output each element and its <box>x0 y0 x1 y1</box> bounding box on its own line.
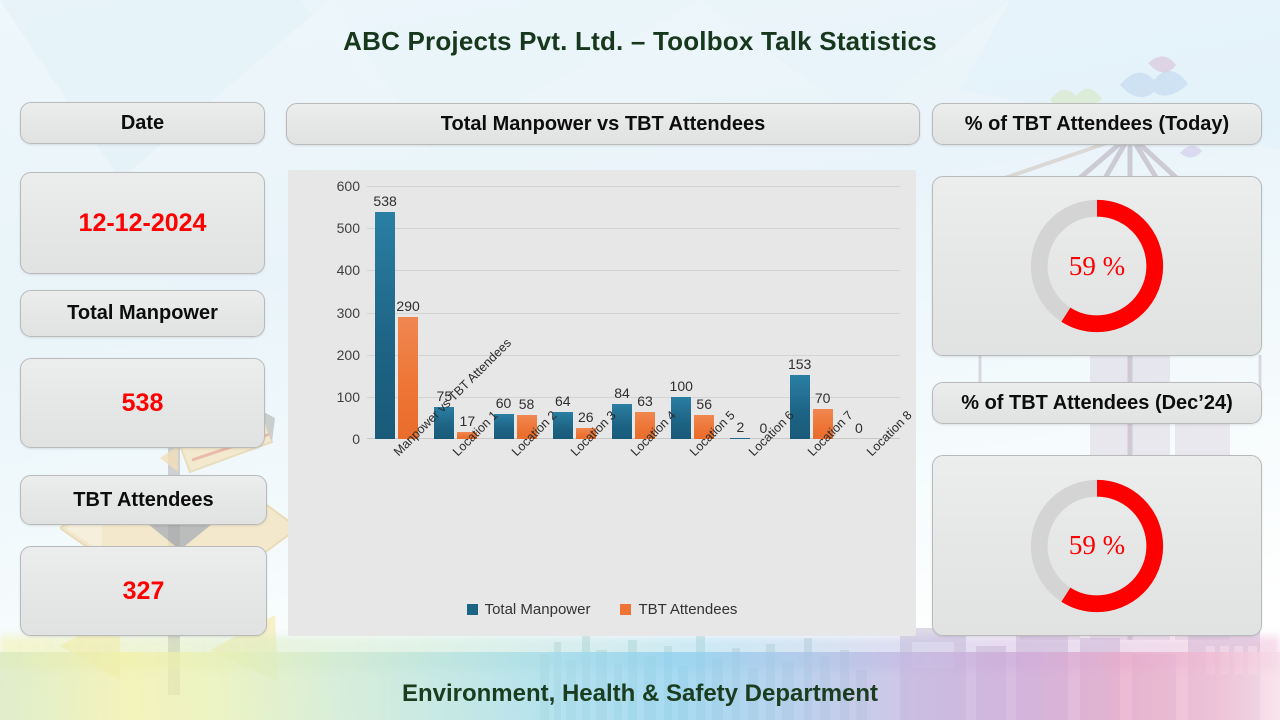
bar-tbt-attendees <box>575 428 596 439</box>
bar-value-label: 538 <box>373 193 397 210</box>
tbt-attendees-label-card: TBT Attendees <box>20 475 267 525</box>
bar-tbt-attendees <box>516 414 537 439</box>
chart-title-text: Total Manpower vs TBT Attendees <box>440 112 766 135</box>
donut-month-title-card: % of TBT Attendees (Dec’24) <box>932 382 1262 424</box>
bar-total-manpower <box>493 413 514 439</box>
y-axis-tick-label: 400 <box>336 262 360 279</box>
chart-legend: Total Manpower TBT Attendees <box>288 601 916 618</box>
chart-title-card: Total Manpower vs TBT Attendees <box>286 103 920 145</box>
donut-month-card: 59 % <box>932 455 1262 636</box>
bar-tbt-attendees <box>398 316 419 439</box>
bar-total-manpower <box>789 374 810 439</box>
bar-value-label: 290 <box>396 297 420 314</box>
gridline <box>367 312 900 314</box>
total-manpower-value-text: 538 <box>121 388 164 417</box>
donut-today-value-arc <box>1030 199 1164 333</box>
bar-value-label: 75 <box>436 388 453 405</box>
bar-value-label: 26 <box>577 409 594 426</box>
bar-total-manpower <box>730 438 751 439</box>
tbt-attendees-value-card: 327 <box>20 546 267 636</box>
tbt-attendees-value-text: 327 <box>122 576 165 605</box>
date-label-card: Date <box>20 102 265 144</box>
bar-chart-plot-area: 0 100 200 300 400 500 600 538 290 75 17 60 58 64 26 84… <box>337 178 900 447</box>
y-axis-tick-label: 0 <box>352 431 360 447</box>
date-label-text: Date <box>120 111 165 134</box>
bar-value-label: 70 <box>814 390 831 407</box>
total-manpower-value-card: 538 <box>20 358 265 448</box>
date-value-text: 12-12-2024 <box>78 208 207 237</box>
donut-today-svg <box>1030 199 1164 333</box>
bar-value-label: 63 <box>637 393 653 410</box>
bar-tbt-attendees <box>694 415 715 439</box>
y-axis-tick-label: 600 <box>336 178 360 194</box>
footer-title: Environment, Health & Safety Department <box>401 680 879 707</box>
legend-item[interactable]: TBT Attendees <box>620 601 737 618</box>
donut-month-value-arc <box>1030 479 1164 612</box>
bar-tbt-attendees <box>812 409 833 439</box>
bar-value-label: 100 <box>669 377 693 394</box>
y-axis-tick-label: 100 <box>336 388 360 405</box>
gridline <box>367 354 900 356</box>
donut-month-percent-text: 59 % <box>1068 530 1126 560</box>
bar-total-manpower <box>671 396 692 439</box>
bar-value-label: 60 <box>495 394 512 411</box>
gridline <box>367 396 900 398</box>
bar-value-label: 2 <box>736 419 745 436</box>
bar-tbt-attendees <box>457 431 478 439</box>
bar-value-label: 64 <box>554 393 571 410</box>
date-value-card: 12-12-2024 <box>20 172 265 274</box>
total-manpower-label-card: Total Manpower <box>20 290 265 337</box>
donut-today-title-text: % of TBT Attendees (Today) <box>964 112 1230 135</box>
bar-total-manpower <box>612 403 632 439</box>
bar-value-label: 0 <box>854 420 863 436</box>
legend-label: TBT Attendees <box>638 601 738 618</box>
donut-today-chart: 59 % <box>1021 190 1173 342</box>
page-title: ABC Projects Pvt. Ltd. – Toolbox Talk St… <box>343 26 937 56</box>
total-manpower-label-text: Total Manpower <box>67 302 218 324</box>
y-axis-tick-label: 200 <box>336 346 360 363</box>
legend-label: Total Manpower <box>484 601 591 618</box>
donut-today-title-card: % of TBT Attendees (Today) <box>932 103 1262 145</box>
gridline <box>367 186 900 187</box>
legend-item[interactable]: Total Manpower <box>466 601 591 618</box>
tbt-attendees-label-text: TBT Attendees <box>73 488 214 511</box>
chart-x-axis-line <box>367 438 900 439</box>
gridline <box>367 228 900 230</box>
y-axis-tick-label: 300 <box>336 304 360 321</box>
gridline <box>367 270 900 272</box>
y-axis-tick-label: 500 <box>336 220 360 237</box>
bar-value-label: 17 <box>459 412 476 429</box>
bar-chart-panel: 0 100 200 300 400 500 600 538 290 75 17 60 58 64 26 84… <box>288 170 916 636</box>
bar-total-manpower <box>552 412 573 439</box>
bar-total-manpower <box>434 407 455 439</box>
donut-today-percent-text: 59 % <box>1068 250 1126 281</box>
legend-swatch-icon <box>466 604 478 615</box>
footer-gradient-soft <box>0 636 1280 670</box>
bar-tbt-attendees <box>635 412 655 439</box>
donut-month-chart: 59 % <box>1021 470 1173 622</box>
bar-value-label: 153 <box>787 355 812 372</box>
legend-swatch-icon <box>620 604 632 615</box>
bar-value-label: 0 <box>759 420 768 436</box>
donut-month-title-text: % of TBT Attendees (Dec’24) <box>961 391 1233 414</box>
donut-month-svg <box>1030 479 1164 612</box>
bar-value-label: 84 <box>614 384 630 401</box>
donut-today-card: 59 % <box>932 176 1262 356</box>
bar-total-manpower <box>375 212 396 439</box>
bar-value-label: 56 <box>696 396 713 413</box>
bar-value-label: 58 <box>518 395 535 412</box>
